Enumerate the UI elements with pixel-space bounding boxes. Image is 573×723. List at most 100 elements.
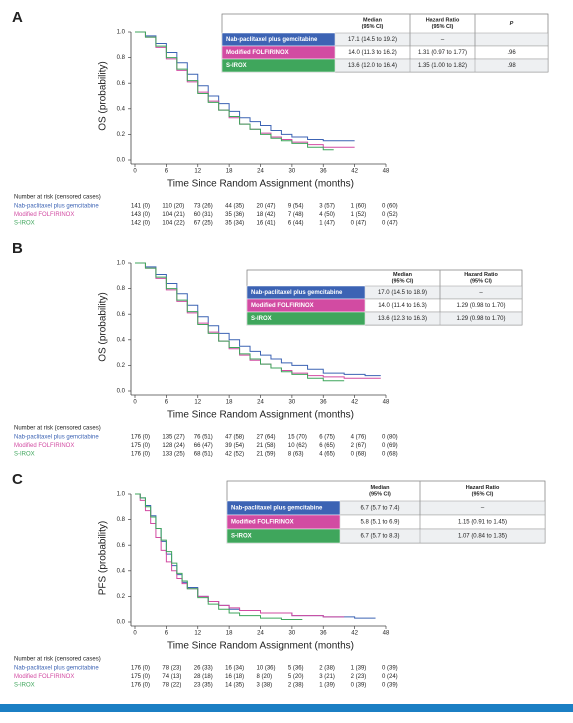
risk-value: 110 (20): [162, 204, 184, 210]
table-cell: .96: [507, 50, 516, 56]
risk-value: 74 (13): [162, 674, 181, 680]
risk-value: 44 (35): [225, 204, 244, 210]
table-header: (95% CI): [432, 24, 454, 30]
risk-value: 0 (39): [382, 683, 398, 689]
panel-label: C: [12, 471, 23, 488]
risk-value: 176 (0): [131, 683, 150, 689]
risk-value: 73 (26): [194, 204, 213, 210]
risk-value: 42 (52): [225, 452, 244, 458]
risk-title: Number at risk (censored cases): [14, 426, 101, 432]
risk-value: 0 (52): [382, 212, 398, 218]
risk-value: 35 (36): [225, 212, 244, 218]
x-tick-label: 18: [226, 400, 233, 406]
risk-value: 26 (33): [194, 666, 213, 672]
x-tick-label: 0: [133, 631, 137, 637]
risk-value: 5 (20): [288, 674, 304, 680]
risk-value: 2 (67): [351, 443, 367, 449]
risk-value: 133 (25): [162, 452, 184, 458]
risk-value: 18 (42): [257, 212, 276, 218]
risk-value: 16 (18): [225, 674, 244, 680]
y-tick-label: 1.0: [117, 30, 126, 36]
table-cell: 5.8 (5.1 to 6.9): [360, 520, 399, 526]
risk-value: 3 (38): [257, 683, 273, 689]
risk-value: 0 (39): [351, 683, 367, 689]
legend-label: Modified FOLFIRINOX: [251, 303, 314, 309]
table-cell: 6.7 (5.7 to 8.3): [360, 534, 399, 540]
risk-value: 1 (39): [319, 683, 335, 689]
risk-value: 78 (22): [162, 683, 181, 689]
y-tick-label: 0.8: [117, 517, 126, 523]
table-header: (95% CI): [472, 492, 494, 498]
risk-value: 0 (69): [382, 443, 398, 449]
y-axis-title: PFS (probability): [98, 521, 109, 595]
risk-value: 176 (0): [131, 452, 150, 458]
risk-value: 8 (63): [288, 452, 304, 458]
risk-value: 76 (51): [194, 435, 213, 441]
y-tick-label: 0.6: [117, 543, 126, 549]
table-header: Median: [393, 272, 413, 278]
table-header: Hazard Ratio: [426, 18, 460, 24]
risk-value: 0 (60): [382, 204, 398, 210]
x-axis-title: Time Since Random Assignment (months): [167, 410, 354, 421]
x-tick-label: 30: [289, 400, 296, 406]
risk-value: 10 (36): [257, 666, 276, 672]
risk-row-label: S-IROX: [14, 683, 35, 689]
y-axis-title: OS (probability): [98, 61, 109, 130]
risk-value: 141 (0): [131, 204, 150, 210]
risk-value: 0 (68): [351, 452, 367, 458]
x-tick-label: 36: [320, 400, 327, 406]
y-tick-label: 0.2: [117, 132, 126, 138]
table-cell: .98: [507, 63, 516, 69]
risk-value: 15 (70): [288, 435, 307, 441]
risk-value: 2 (38): [319, 666, 335, 672]
legend-label: S-IROX: [226, 63, 247, 69]
risk-value: 21 (59): [257, 452, 276, 458]
legend-label: S-IROX: [231, 534, 252, 540]
survival-curve: [135, 31, 334, 151]
risk-value: 28 (18): [194, 674, 213, 680]
risk-value: 4 (76): [351, 435, 367, 441]
y-tick-label: 0.8: [117, 55, 126, 61]
risk-value: 0 (47): [382, 221, 398, 227]
risk-row-label: Modified FOLFIRINOX: [14, 674, 74, 680]
risk-value: 3 (21): [319, 674, 335, 680]
y-tick-label: 1.0: [117, 492, 126, 498]
legend-label: Modified FOLFIRINOX: [226, 50, 289, 56]
table-cell: 14.0 (11.3 to 16.2): [348, 50, 397, 56]
legend-swatch: [226, 528, 341, 544]
risk-row-label: Nab-paclitaxel plus gemcitabine: [14, 435, 99, 441]
risk-value: 27 (64): [257, 435, 276, 441]
risk-value: 23 (35): [194, 683, 213, 689]
legend-label: Modified FOLFIRINOX: [231, 520, 294, 526]
table-cell: 1.07 (0.84 to 1.35): [458, 534, 507, 540]
table-header: P: [510, 21, 514, 27]
table-cell: 14.0 (11.4 to 16.3): [378, 303, 427, 309]
y-tick-label: 0.4: [117, 337, 126, 343]
risk-value: 175 (0): [131, 443, 150, 449]
x-tick-label: 18: [226, 631, 233, 637]
risk-value: 104 (21): [162, 212, 184, 218]
risk-value: 2 (38): [288, 683, 304, 689]
risk-value: 176 (0): [131, 666, 150, 672]
legend-label: S-IROX: [251, 316, 272, 322]
risk-value: 1 (52): [351, 212, 367, 218]
x-tick-label: 6: [165, 400, 169, 406]
x-tick-label: 30: [289, 631, 296, 637]
panel-label: B: [12, 240, 23, 257]
table-cell: 1.15 (0.91 to 1.45): [458, 520, 507, 526]
survival-curve: [135, 262, 345, 382]
y-tick-label: 1.0: [117, 261, 126, 267]
risk-value: 3 (57): [319, 204, 335, 210]
y-tick-label: 0.0: [117, 389, 126, 395]
table-header: (95% CI): [470, 279, 492, 285]
table-header: (95% CI): [369, 492, 391, 498]
table-cell: 17.0 (14.5 to 18.9): [378, 290, 427, 296]
table-cell: 1.29 (0.98 to 1.70): [456, 316, 505, 322]
risk-row-label: S-IROX: [14, 452, 35, 458]
legend-label: Nab-paclitaxel plus gemcitabine: [226, 37, 318, 43]
y-tick-label: 0.0: [117, 158, 126, 164]
risk-value: 1 (60): [351, 204, 367, 210]
x-tick-label: 36: [320, 169, 327, 175]
table-cell: –: [441, 37, 445, 43]
x-tick-label: 42: [351, 400, 358, 406]
